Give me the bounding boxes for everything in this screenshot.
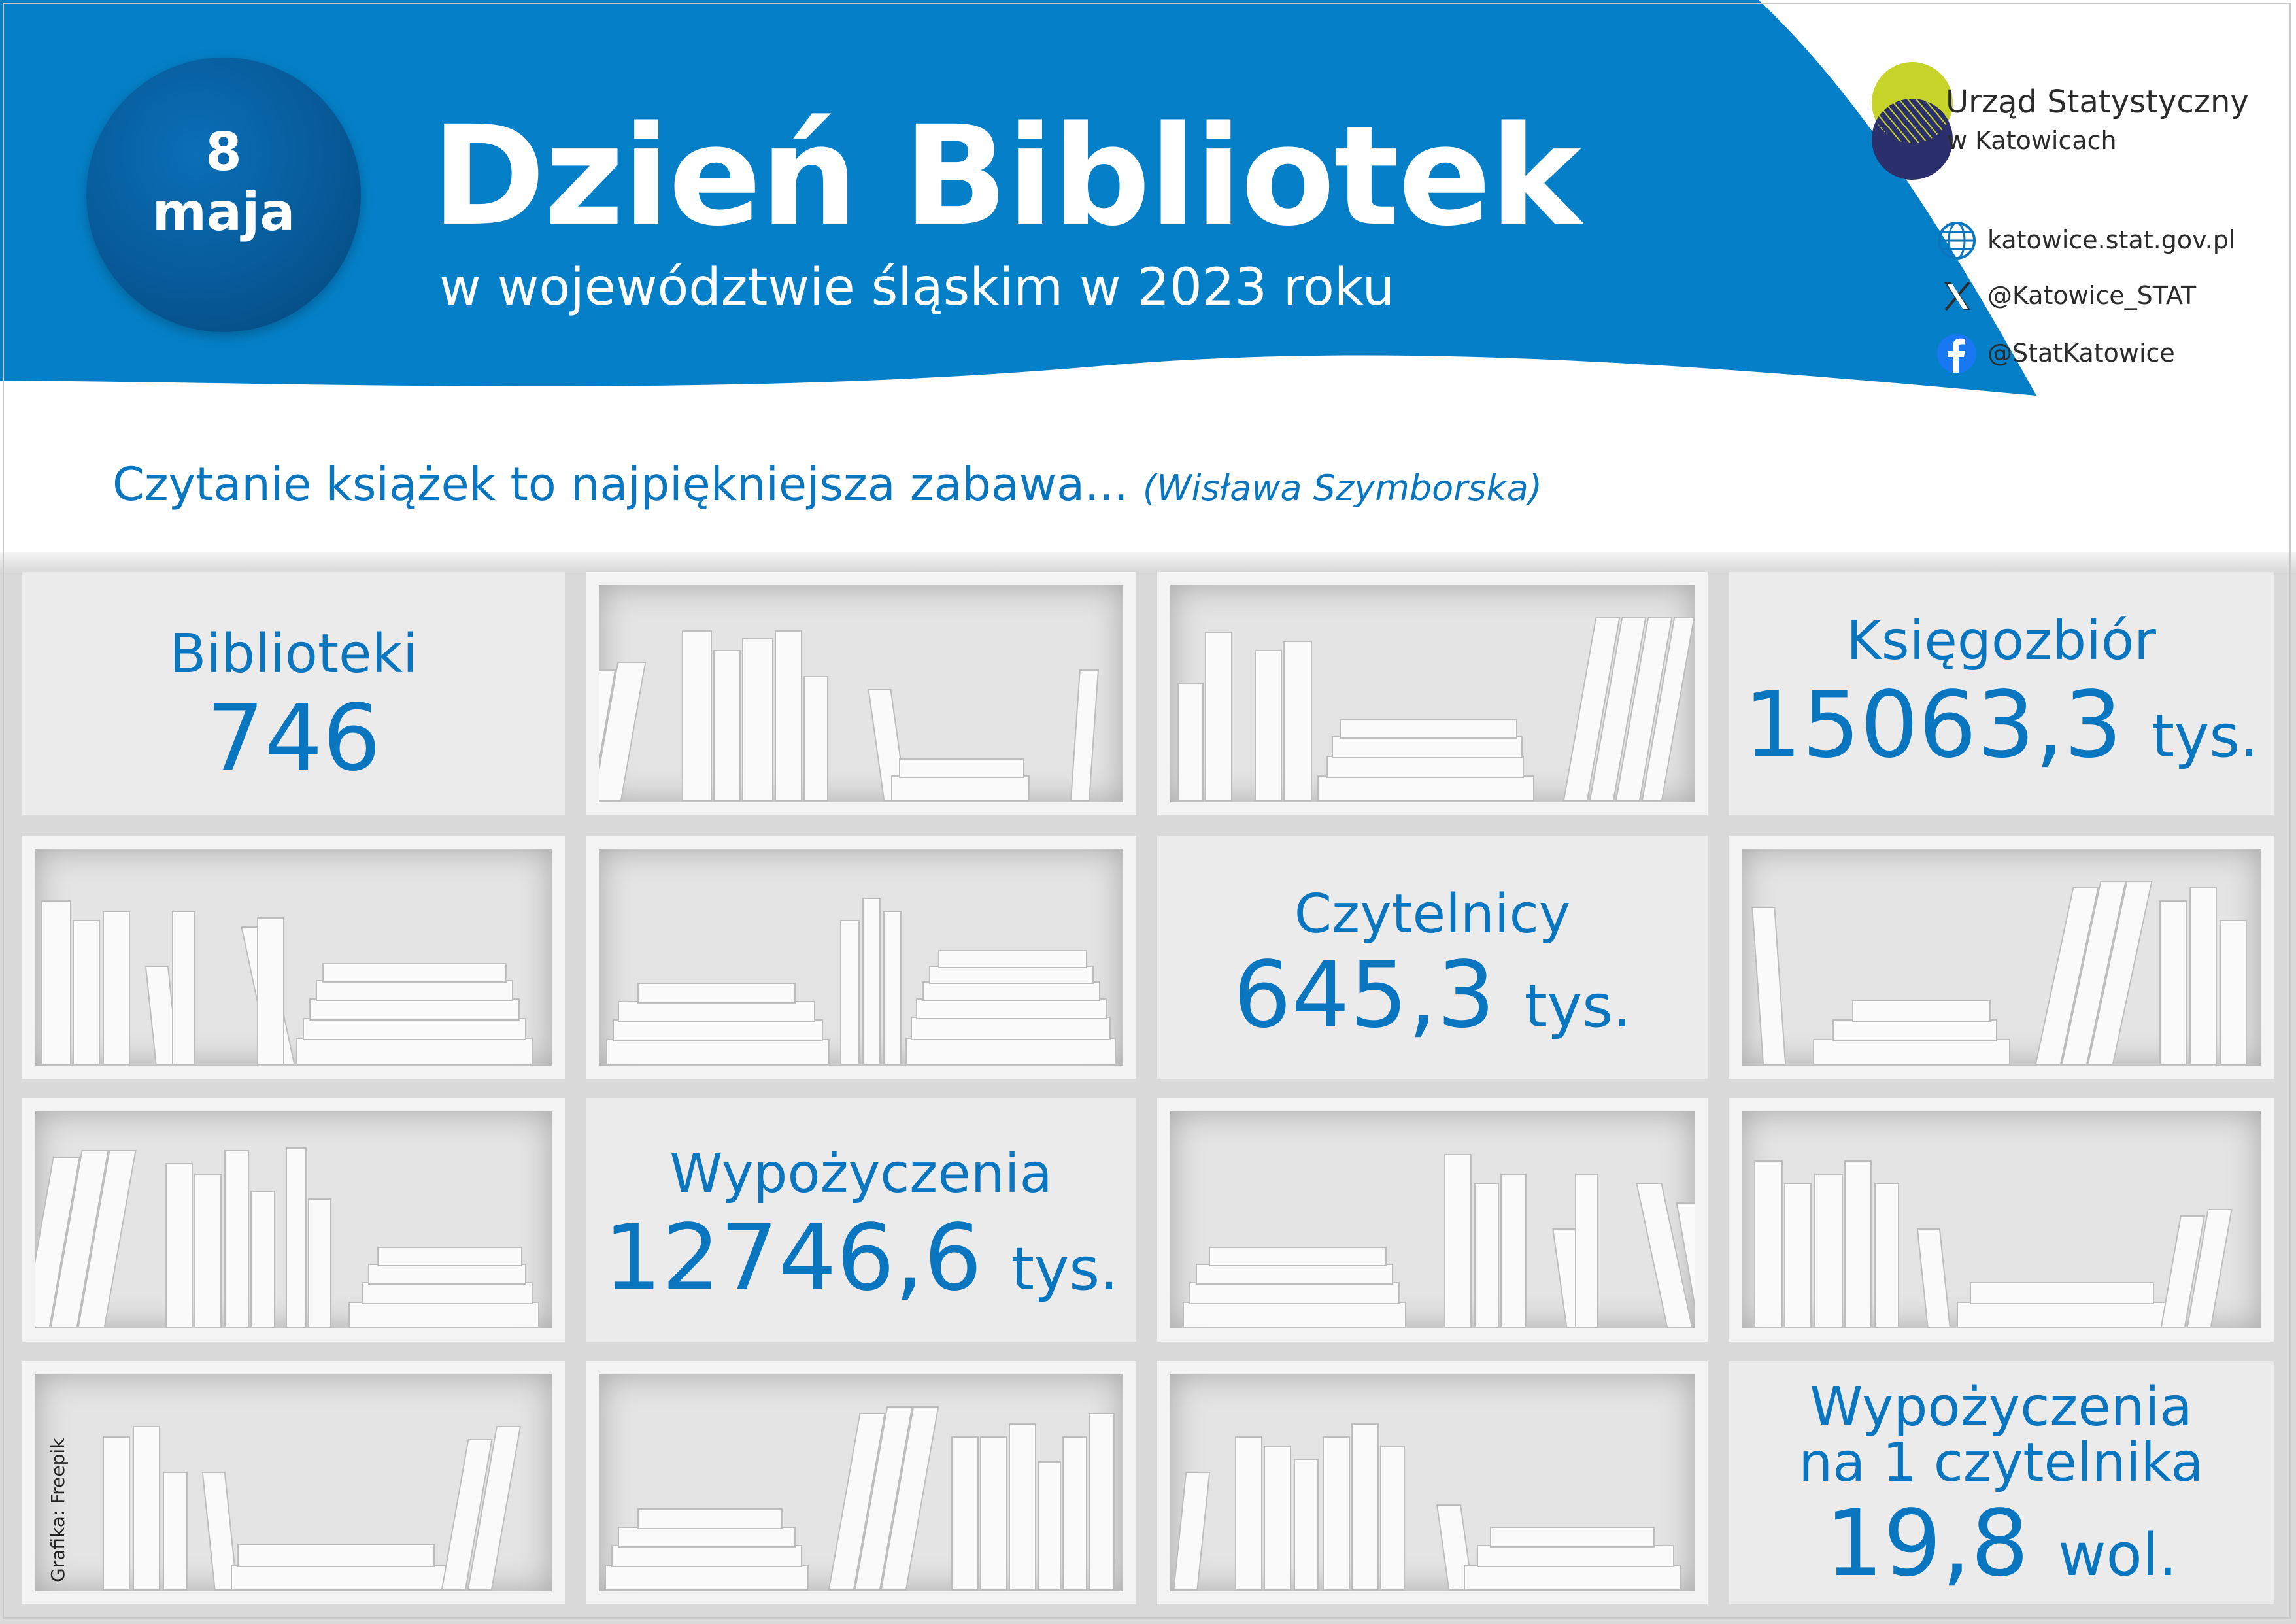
stat-collection-label: Księgozbiór — [1846, 610, 2156, 672]
stat-loans-per-reader-label-2: na 1 czytelnika — [1798, 1432, 2204, 1494]
quote-author: (Wisława Szymborska) — [1143, 467, 1542, 509]
stat-loans-value-line: 12746,6 tys. — [586, 1210, 1136, 1319]
stat-libraries-label: Biblioteki — [169, 623, 418, 685]
stat-readers-label: Czytelnicy — [1294, 883, 1571, 945]
bookshelf-cell — [22, 836, 565, 1079]
page-subtitle: w województwie śląskim w 2023 roku — [439, 258, 1395, 317]
stat-readers-value: 645,3 — [1233, 942, 1496, 1049]
stat-loans-per-reader-value: 19,8 — [1825, 1491, 2029, 1597]
bookshelf-cell — [1157, 572, 1708, 815]
page-title: Dzień Bibliotek — [431, 96, 1581, 256]
bookshelf-cell — [586, 1361, 1136, 1604]
stat-libraries: Biblioteki 746 — [22, 572, 565, 815]
bookshelf-cell — [22, 1098, 565, 1342]
x-logo-icon — [1944, 281, 1970, 311]
stat-loans-per-reader-label-1: Wypożyczenia — [1810, 1376, 2193, 1438]
stat-loans: Wypożyczenia 12746,6 tys. — [586, 1098, 1136, 1342]
bookshelf-cell — [1729, 1098, 2274, 1342]
stat-readers-value-line: 645,3 tys. — [1157, 947, 1708, 1056]
books-illustration — [1183, 1154, 1695, 1328]
header-banner — [0, 0, 2036, 396]
books-illustration — [41, 900, 533, 1065]
facebook-icon — [1937, 334, 1976, 373]
image-credit: Grafika: Freepik — [47, 1438, 69, 1582]
stat-collection-unit: tys. — [2151, 702, 2259, 771]
x-account-link[interactable]: @Katowice_STAT — [1935, 275, 2275, 318]
books-illustration — [606, 898, 1116, 1065]
quote-text: Czytanie książek to najpiękniejsza zabaw… — [112, 458, 1128, 511]
bookshelf-top — [0, 552, 2296, 575]
organization-city: w Katowicach — [1947, 126, 2117, 155]
bookshelf-cell — [586, 836, 1136, 1079]
stat-collection-value: 15063,3 — [1744, 672, 2123, 779]
quote: Czytanie książek to najpiękniejsza zabaw… — [112, 458, 1542, 511]
website-link[interactable]: katowice.stat.gov.pl — [1935, 219, 2275, 262]
books-illustration — [1754, 1160, 2233, 1328]
stat-loans-label: Wypożyczenia — [669, 1143, 1053, 1205]
stat-loans-value: 12746,6 — [603, 1205, 983, 1311]
books-illustration — [1751, 881, 2247, 1065]
statistics-office-logo — [1872, 62, 1953, 180]
books-illustration — [1177, 617, 1695, 802]
bookshelf-cell — [1157, 1098, 1708, 1342]
facebook-link[interactable]: @StatKatowice — [1935, 332, 2275, 375]
date-day: 8 — [205, 122, 242, 182]
stat-libraries-value: 746 — [206, 685, 381, 792]
stat-collection-value-line: 15063,3 tys. — [1729, 677, 2274, 786]
books-illustration — [1173, 1423, 1681, 1591]
stat-loans-unit: tys. — [1011, 1235, 1119, 1304]
books-illustration — [35, 1147, 539, 1328]
date-badge: 8 maja — [86, 58, 361, 332]
bookshelf-cell — [22, 1361, 565, 1604]
organization-name: Urząd Statystyczny — [1946, 84, 2249, 120]
stat-loans-per-reader: Wypożyczenia na 1 czytelnika 19,8 wol. — [1729, 1361, 2274, 1604]
date-month: maja — [152, 182, 295, 243]
bookshelf-cell — [1729, 836, 2274, 1079]
stat-readers: Czytelnicy 645,3 tys. — [1157, 836, 1708, 1079]
bookshelf-cell — [586, 572, 1136, 815]
books-illustration — [599, 630, 1099, 802]
website-text: katowice.stat.gov.pl — [1987, 226, 2236, 254]
stat-collection: Księgozbiór 15063,3 tys. — [1729, 572, 2274, 815]
stat-loans-per-reader-value-line: 19,8 wol. — [1729, 1495, 2274, 1604]
books-illustration — [605, 1406, 1115, 1591]
stat-loans-per-reader-unit: wol. — [2057, 1521, 2178, 1589]
x-account-text: @Katowice_STAT — [1987, 281, 2197, 310]
globe-icon — [1938, 222, 1976, 260]
bookshelf-cell — [1157, 1361, 1708, 1604]
books-illustration — [103, 1426, 522, 1591]
facebook-text: @StatKatowice — [1987, 339, 2175, 367]
stat-readers-unit: tys. — [1524, 972, 1632, 1041]
